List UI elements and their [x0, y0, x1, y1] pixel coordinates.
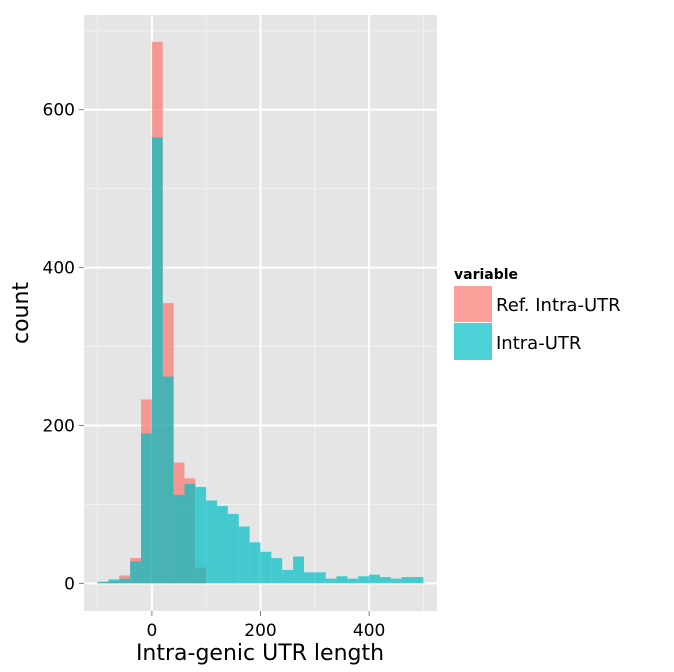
bar-intra-utr — [260, 551, 272, 584]
legend-title: variable — [454, 267, 518, 283]
legend-key-ref-intra-utr — [454, 286, 492, 322]
y-tick-label: 200 — [43, 416, 75, 436]
y-tick-label: 0 — [64, 574, 75, 594]
y-tick-label: 600 — [43, 101, 75, 121]
bar-intra-utr — [238, 526, 250, 584]
bar-intra-utr — [412, 577, 424, 584]
legend-label-intra-utr: Intra-UTR — [496, 333, 581, 354]
legend: variable Ref. Intra-UTR Intra-UTR — [454, 267, 621, 360]
x-tick-label: 200 — [244, 621, 276, 641]
legend-key-intra-utr — [454, 323, 492, 360]
y-axis: 0 200 400 600 — [43, 101, 84, 594]
bar-intra-utr — [151, 137, 163, 584]
histogram-bars — [97, 41, 424, 584]
bar-intra-utr — [271, 558, 283, 584]
bar-intra-utr — [184, 483, 196, 584]
bar-intra-utr — [227, 513, 239, 584]
x-tick-label: 0 — [146, 621, 157, 641]
bar-intra-utr — [173, 494, 185, 584]
legend-label-ref-intra-utr: Ref. Intra-UTR — [496, 295, 621, 316]
bar-intra-utr — [141, 433, 152, 584]
bar-intra-utr — [217, 506, 228, 584]
y-tick-label: 400 — [43, 259, 75, 279]
bar-intra-utr — [195, 487, 207, 584]
bar-intra-utr — [97, 581, 109, 584]
bar-intra-utr — [379, 577, 391, 584]
bar-intra-utr — [282, 569, 294, 584]
y-axis-title: count — [9, 282, 34, 344]
x-axis-title: Intra-genic UTR length — [136, 641, 384, 666]
bar-intra-utr — [369, 574, 380, 584]
bar-intra-utr — [401, 577, 413, 584]
bar-intra-utr — [293, 556, 304, 584]
bar-intra-utr — [390, 578, 402, 584]
x-tick-label: 400 — [353, 621, 385, 641]
bar-intra-utr — [358, 576, 370, 584]
bar-intra-utr — [303, 572, 315, 584]
bar-intra-utr — [130, 561, 142, 584]
bar-intra-utr — [347, 578, 359, 584]
bar-intra-utr — [162, 376, 174, 584]
bar-intra-utr — [206, 500, 218, 584]
bar-intra-utr — [249, 542, 261, 584]
bar-intra-utr — [325, 578, 337, 584]
x-axis: 0 200 400 — [146, 611, 385, 641]
bar-intra-utr — [119, 578, 131, 584]
bar-intra-utr — [314, 572, 326, 584]
bar-intra-utr — [108, 579, 120, 584]
bar-intra-utr — [336, 576, 348, 584]
